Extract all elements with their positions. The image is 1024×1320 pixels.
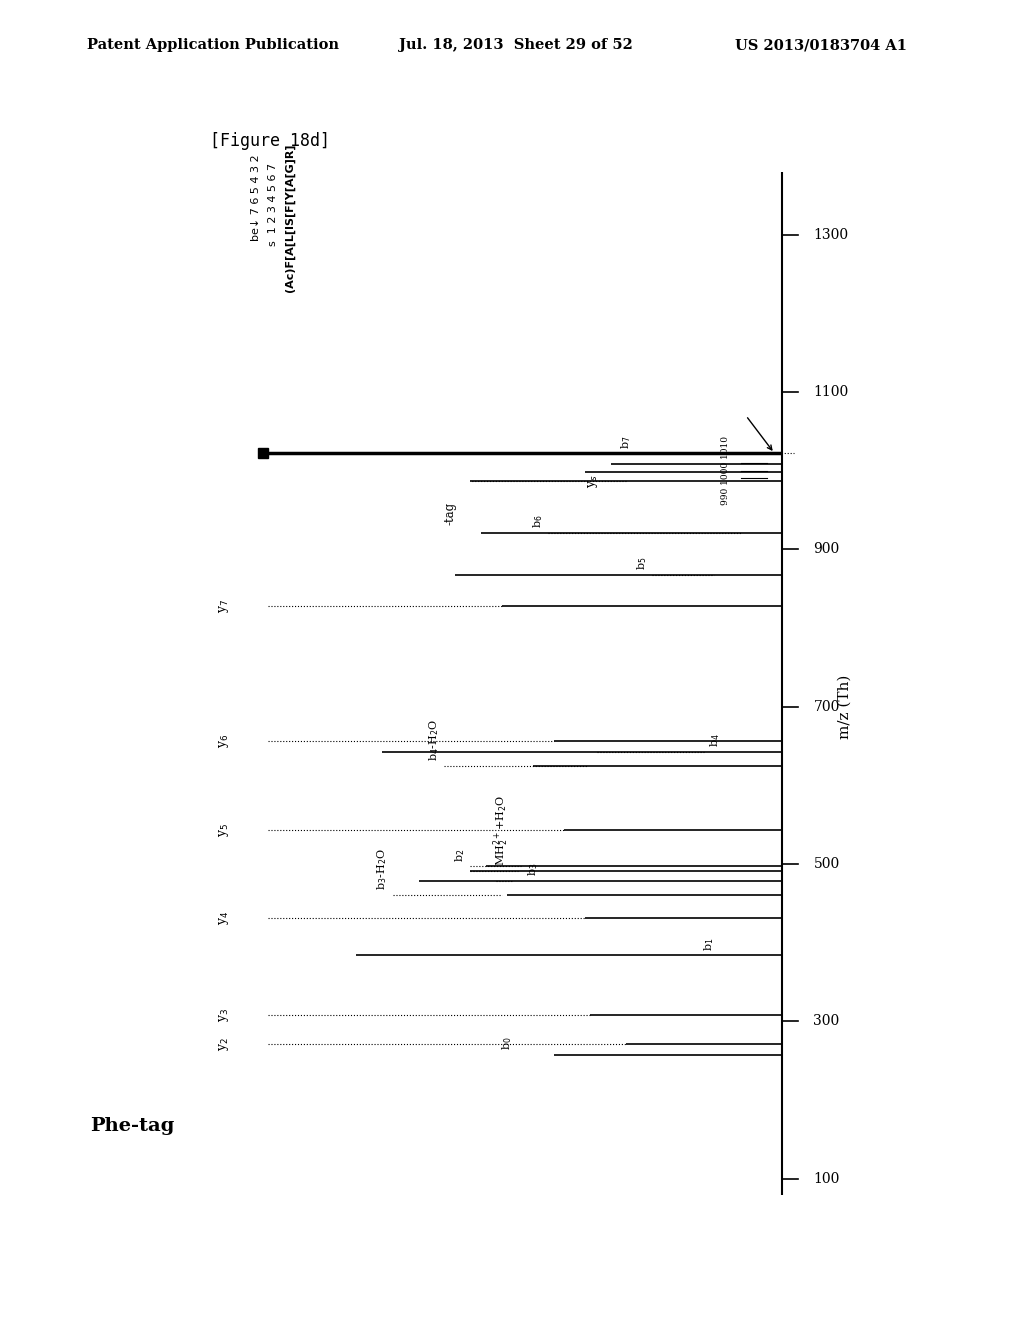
Text: 100: 100	[813, 1172, 840, 1185]
Text: s  1 2 3 4 5 6 7: s 1 2 3 4 5 6 7	[268, 164, 279, 246]
Text: y$_4$: y$_4$	[217, 911, 231, 925]
Text: Phe-tag: Phe-tag	[90, 1117, 174, 1135]
Text: 1100: 1100	[813, 385, 849, 399]
Text: m/z (Th): m/z (Th)	[838, 675, 852, 739]
Text: 300: 300	[813, 1015, 840, 1028]
Text: b$_3$-H$_2$O: b$_3$-H$_2$O	[375, 849, 389, 890]
Text: 1300: 1300	[813, 227, 849, 242]
Text: b$_2$: b$_2$	[454, 849, 467, 862]
Text: b$_0$: b$_0$	[500, 1036, 514, 1049]
Text: b$_1$: b$_1$	[702, 937, 717, 950]
Text: y$_6$: y$_6$	[217, 734, 231, 747]
Text: b$_5$: b$_5$	[635, 556, 649, 570]
Text: y$_2$: y$_2$	[217, 1038, 231, 1051]
Text: Patent Application Publication: Patent Application Publication	[87, 38, 339, 53]
Text: be↓ 7 6 5 4 3 2: be↓ 7 6 5 4 3 2	[251, 154, 261, 242]
Text: b$_3$: b$_3$	[526, 862, 540, 876]
Text: (Ac)F[A[L[IS[F[Y[A[G]R]: (Ac)F[A[L[IS[F[Y[A[G]R]	[285, 144, 295, 292]
Text: 900: 900	[813, 543, 840, 556]
Text: b$_4$-H$_2$O: b$_4$-H$_2$O	[427, 719, 441, 762]
Text: b$_7$: b$_7$	[620, 436, 633, 449]
Text: 700: 700	[813, 700, 840, 714]
Text: [Figure 18d]: [Figure 18d]	[210, 132, 330, 150]
Text: y$_5$: y$_5$	[217, 824, 231, 837]
Text: US 2013/0183704 A1: US 2013/0183704 A1	[735, 38, 907, 53]
Text: Jul. 18, 2013  Sheet 29 of 52: Jul. 18, 2013 Sheet 29 of 52	[399, 38, 633, 53]
Text: y$_s$: y$_s$	[587, 474, 600, 487]
Text: b$_6$: b$_6$	[531, 515, 545, 528]
Text: y$_7$: y$_7$	[217, 599, 231, 612]
Text: 500: 500	[813, 857, 840, 871]
Text: MH$_2^{2+}$+H$_2$O: MH$_2^{2+}$+H$_2$O	[492, 796, 511, 866]
Text: 990 1000 1010: 990 1000 1010	[721, 436, 729, 506]
Text: b$_4$: b$_4$	[708, 733, 722, 747]
Text: -tag: -tag	[443, 502, 456, 525]
Text: y$_3$: y$_3$	[217, 1008, 231, 1022]
